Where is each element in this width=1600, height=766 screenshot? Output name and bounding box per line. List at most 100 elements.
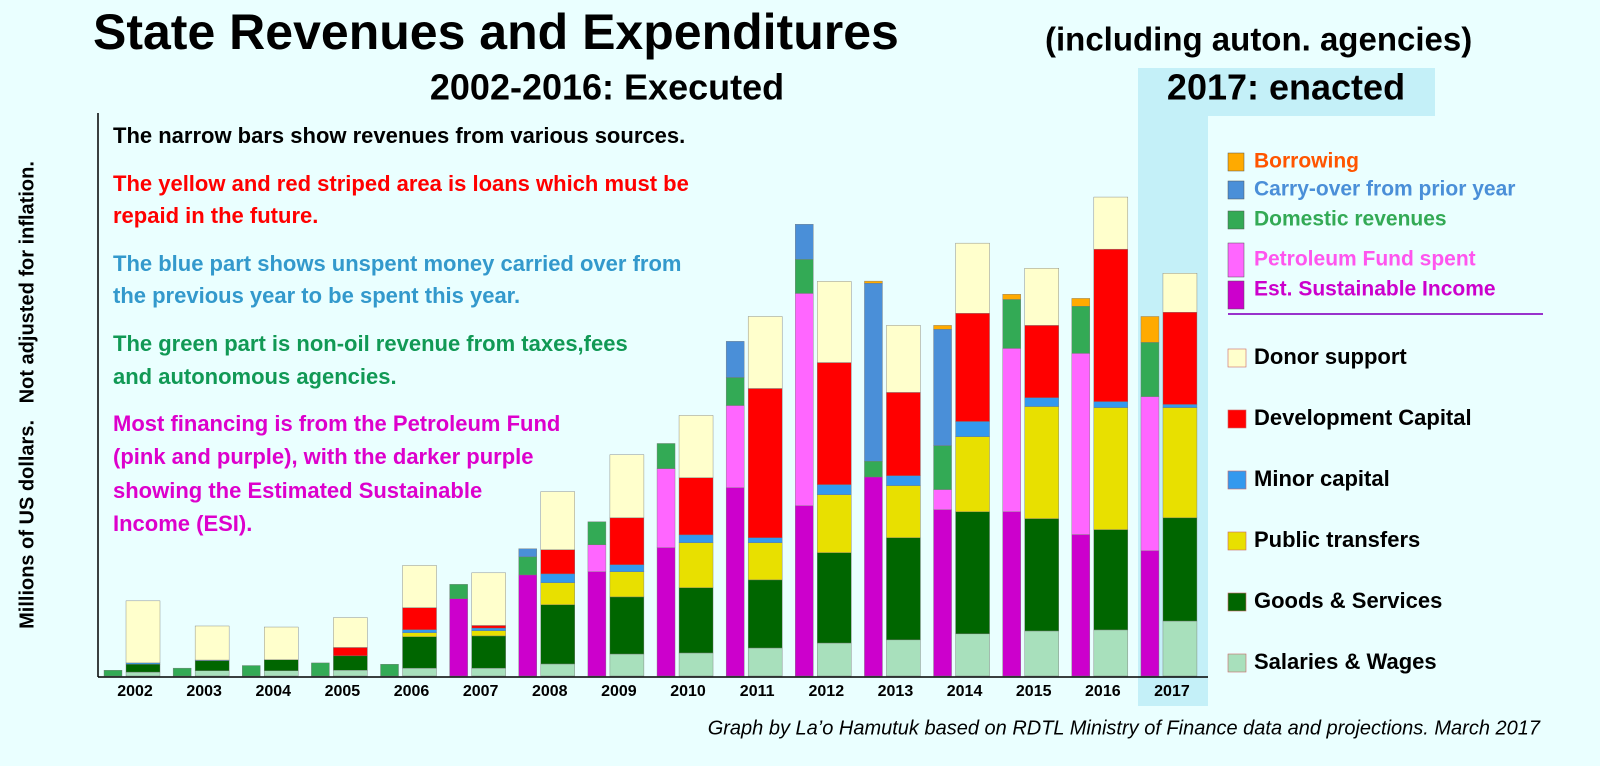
bar-segment (1162, 620, 1198, 677)
bar-segment (333, 617, 368, 648)
bar-segment (264, 659, 299, 671)
bar-segment (333, 670, 368, 677)
annotation: showing the Estimated Sustainable (113, 478, 482, 503)
legend-label: Development Capital (1254, 405, 1472, 430)
bar-segment (1162, 312, 1198, 405)
bar-segment (678, 534, 714, 543)
bar-segment (471, 630, 506, 637)
annotation: Most financing is from the Petroleum Fun… (113, 411, 560, 436)
bar-segment (656, 547, 676, 677)
bar-segment (402, 629, 437, 633)
bar-segment (587, 544, 607, 572)
bar-segment (886, 325, 921, 393)
x-tick-label: 2006 (394, 683, 430, 700)
bar-segment (125, 671, 161, 677)
bar-segment (1093, 407, 1129, 530)
subtitle: 2002-2016: Executed (430, 67, 784, 108)
y-axis-label: Millions of US dollars. Not adjusted for… (16, 161, 38, 629)
bar-segment (1162, 517, 1198, 622)
bar-segment (1162, 404, 1198, 408)
x-tick-label: 2007 (463, 683, 499, 700)
bar-segment (678, 587, 714, 654)
bar-segment (864, 476, 883, 677)
x-tick-label: 2009 (601, 683, 637, 700)
bar-segment (1162, 407, 1198, 519)
bar-segment (864, 280, 883, 284)
bar-segment (609, 653, 645, 677)
bar-segment (747, 647, 783, 677)
legend-label: Donor support (1254, 344, 1407, 369)
bar-segment (1071, 534, 1091, 677)
bar-segment (817, 642, 852, 677)
bar-segment (1140, 396, 1160, 552)
bar-segment (725, 341, 745, 378)
annotation: Income (ESI). (113, 511, 252, 536)
x-tick-label: 2002 (117, 683, 153, 700)
bar-segment (747, 316, 783, 389)
bar-segment (678, 415, 714, 478)
bar-segment (725, 377, 745, 406)
legend-swatch (1227, 152, 1245, 172)
legend-label: Goods & Services (1254, 588, 1442, 613)
bar-segment (540, 582, 575, 605)
bar-segment (402, 632, 437, 637)
bar-segment (886, 392, 921, 476)
legend-label: Public transfers (1254, 527, 1420, 552)
x-tick-label: 2016 (1085, 683, 1121, 700)
title-note: (including auton. agencies) (1045, 21, 1472, 58)
bar-segment (1002, 511, 1021, 677)
legend-label: Petroleum Fund spent (1254, 248, 1476, 271)
bar-segment (194, 625, 230, 661)
bar-segment (747, 542, 783, 581)
legend-label: Borrowing (1254, 150, 1359, 173)
legend-swatch (1227, 531, 1247, 551)
bar-segment (933, 325, 952, 330)
bar-segment (886, 537, 921, 641)
legend-swatch (1227, 470, 1247, 490)
x-tick-label: 2013 (878, 683, 914, 700)
bar-segment (886, 475, 921, 486)
bar-segment (540, 604, 575, 665)
bar-segment (933, 509, 952, 677)
bar-segment (1002, 299, 1021, 349)
bar-segment (1093, 629, 1129, 677)
annotation: The yellow and red striped area is loans… (113, 171, 689, 196)
bar-segment (125, 664, 161, 673)
bar-segment (933, 329, 952, 446)
bar-segment (1024, 325, 1059, 398)
bar-segment (609, 564, 645, 572)
bar-segment (955, 633, 990, 677)
bar-segment (471, 625, 506, 629)
bar-segment (747, 579, 783, 649)
bar-segment (1140, 550, 1160, 677)
x-tick-label: 2014 (947, 683, 983, 700)
bar-segment (449, 598, 468, 677)
bar-segment (264, 626, 299, 660)
legend-swatch (1227, 242, 1245, 278)
bar-segment (449, 584, 468, 599)
bar-segment (402, 636, 437, 669)
x-tick-label: 2005 (325, 683, 361, 700)
bars (103, 196, 1198, 677)
bar-segment (933, 489, 952, 510)
bar-segment (540, 663, 575, 677)
bar-segment (656, 443, 676, 469)
bar-segment (1140, 316, 1160, 343)
bar-segment (817, 281, 852, 363)
annotation: The narrow bars show revenues from vario… (113, 123, 685, 148)
bar-segment (795, 505, 814, 677)
bar-segment (587, 521, 607, 546)
x-tick-label: 2008 (532, 683, 568, 700)
legend-swatch (1227, 280, 1245, 310)
bar-segment (125, 600, 161, 664)
bar-segment (540, 573, 575, 583)
labels: 2002 2003 2004 2005 2006 2007 2008 2009 2010 2011… (113, 123, 1515, 700)
annotation: repaid in the future. (113, 203, 318, 228)
bar-segment (609, 517, 645, 565)
bar-segment (518, 574, 537, 677)
annotation: The green part is non-oil revenue from t… (113, 331, 628, 356)
bar-segment (402, 607, 437, 630)
bar-segment (1140, 342, 1160, 397)
highlight-2017-heading (1138, 68, 1435, 116)
bar-segment (194, 670, 230, 677)
